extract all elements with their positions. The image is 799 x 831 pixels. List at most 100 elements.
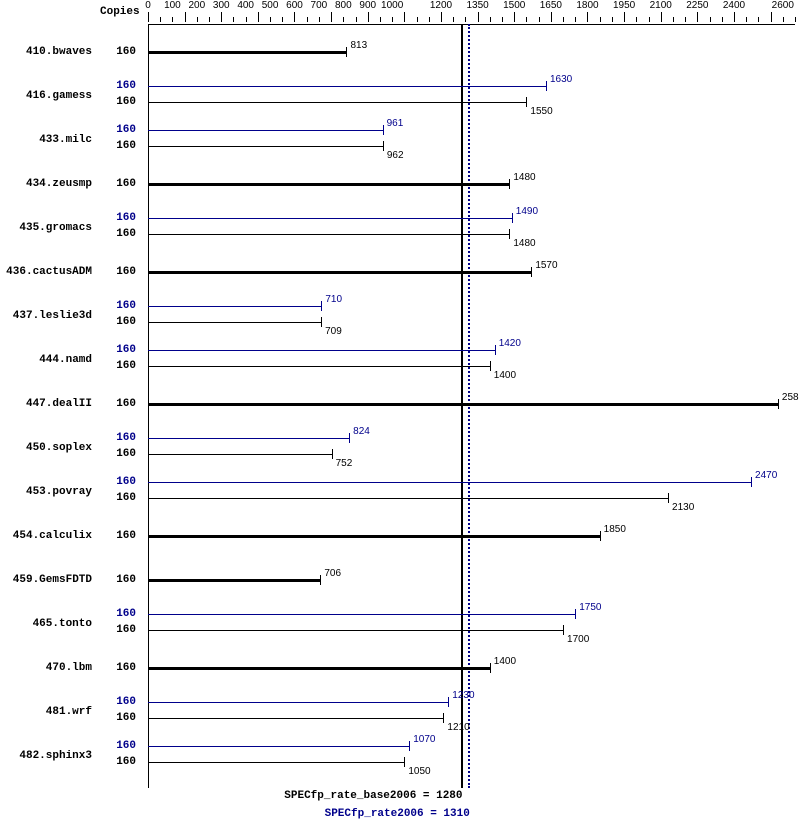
copies-base: 160 <box>106 756 136 768</box>
ref-line-base <box>461 24 463 788</box>
axis-tick-label: 1350 <box>466 0 488 11</box>
benchmark-label: 444.namd <box>2 354 92 366</box>
copies-peak: 160 <box>106 300 136 312</box>
copies-peak: 160 <box>106 608 136 620</box>
axis-tick-minor <box>417 17 418 22</box>
copies-base: 160 <box>106 360 136 372</box>
spec-chart: Copies0100200300400500600700800900100012… <box>0 0 799 831</box>
bar-peak <box>148 86 546 87</box>
copies-peak: 160 <box>106 212 136 224</box>
axis-tick-major <box>331 12 332 22</box>
value-base: 1570 <box>535 260 557 271</box>
axis-tick-minor <box>197 17 198 22</box>
bar-cap-base <box>490 361 491 371</box>
bar-peak <box>148 306 321 307</box>
copies-peak: 160 <box>106 696 136 708</box>
bar-base <box>148 366 490 367</box>
axis-tick-major <box>697 12 698 22</box>
footer-peak-label: SPECfp_rate2006 = 1310 <box>325 808 470 820</box>
axis-tick-label: 600 <box>286 0 303 11</box>
bar-base <box>148 322 321 323</box>
axis-tick-minor <box>453 17 454 22</box>
axis-tick-major <box>771 12 772 22</box>
axis-tick-minor <box>758 17 759 22</box>
axis-tick-major <box>404 12 405 22</box>
value-peak: 2470 <box>755 470 777 481</box>
value-base: 706 <box>324 568 341 579</box>
value-base: 962 <box>387 150 404 161</box>
bar-cap-peak <box>575 609 576 619</box>
axis-tick-label: 300 <box>213 0 230 11</box>
axis-tick-minor <box>795 17 796 22</box>
bar-peak <box>148 350 495 351</box>
value-peak: 824 <box>353 426 370 437</box>
axis-tick-minor <box>526 17 527 22</box>
axis-tick-label: 2100 <box>650 0 672 11</box>
value-peak: 1750 <box>579 602 601 613</box>
bar-cap-base <box>490 663 491 673</box>
bar-base <box>148 183 509 186</box>
copies-peak: 160 <box>106 124 136 136</box>
bar-base <box>148 271 531 274</box>
bar-cap-peak <box>409 741 410 751</box>
axis-tick-major <box>148 12 149 22</box>
copies-header: Copies <box>100 6 140 18</box>
copies-peak: 160 <box>106 432 136 444</box>
axis-tick-label: 200 <box>188 0 205 11</box>
value-base: 1550 <box>530 106 552 117</box>
axis-tick-major <box>734 12 735 22</box>
bar-cap-base <box>509 229 510 239</box>
axis-tick-label: 900 <box>359 0 376 11</box>
bar-base <box>148 579 320 582</box>
bar-cap-base <box>778 399 779 409</box>
copies-base: 160 <box>106 316 136 328</box>
value-base: 813 <box>350 40 367 51</box>
copies-peak: 160 <box>106 740 136 752</box>
value-peak: 1230 <box>452 690 474 701</box>
bar-cap-base <box>531 267 532 277</box>
copies-peak: 160 <box>106 80 136 92</box>
bar-base <box>148 498 668 499</box>
bar-cap-base <box>668 493 669 503</box>
bar-cap-base <box>404 757 405 767</box>
axis-tick-minor <box>307 17 308 22</box>
value-base: 709 <box>325 326 342 337</box>
bar-peak <box>148 614 575 615</box>
benchmark-label: 410.bwaves <box>2 46 92 58</box>
axis-tick-minor <box>636 17 637 22</box>
copies-base: 160 <box>106 712 136 724</box>
bar-cap-base <box>346 47 347 57</box>
axis-tick-major <box>221 12 222 22</box>
ref-line-peak <box>468 24 470 788</box>
bar-base <box>148 146 383 147</box>
copies-peak: 160 <box>106 344 136 356</box>
copies-base: 160 <box>106 96 136 108</box>
value-base: 1210 <box>447 722 469 733</box>
axis-tick-major <box>185 12 186 22</box>
axis-tick-major <box>551 12 552 22</box>
axis-tick-major <box>587 12 588 22</box>
copies-base: 160 <box>106 530 136 542</box>
axis-tick-minor <box>246 17 247 22</box>
axis-tick-minor <box>539 17 540 22</box>
value-base: 1850 <box>604 524 626 535</box>
axis-tick-minor <box>429 17 430 22</box>
bar-cap-base <box>563 625 564 635</box>
axis-tick-minor <box>392 17 393 22</box>
axis-tick-label: 700 <box>311 0 328 11</box>
bar-base <box>148 454 332 455</box>
axis-tick-label: 2250 <box>686 0 708 11</box>
bar-cap-peak <box>495 345 496 355</box>
axis-tick-major <box>514 12 515 22</box>
axis-tick-major <box>661 12 662 22</box>
value-base: 1400 <box>494 370 516 381</box>
benchmark-label: 454.calculix <box>2 530 92 542</box>
axis-tick-label: 1950 <box>613 0 635 11</box>
value-peak: 1630 <box>550 74 572 85</box>
bar-base <box>148 667 490 670</box>
axis-tick-minor <box>575 17 576 22</box>
bar-base <box>148 403 778 406</box>
bar-base <box>148 535 600 538</box>
axis-tick-major <box>441 12 442 22</box>
axis-tick-minor <box>563 17 564 22</box>
